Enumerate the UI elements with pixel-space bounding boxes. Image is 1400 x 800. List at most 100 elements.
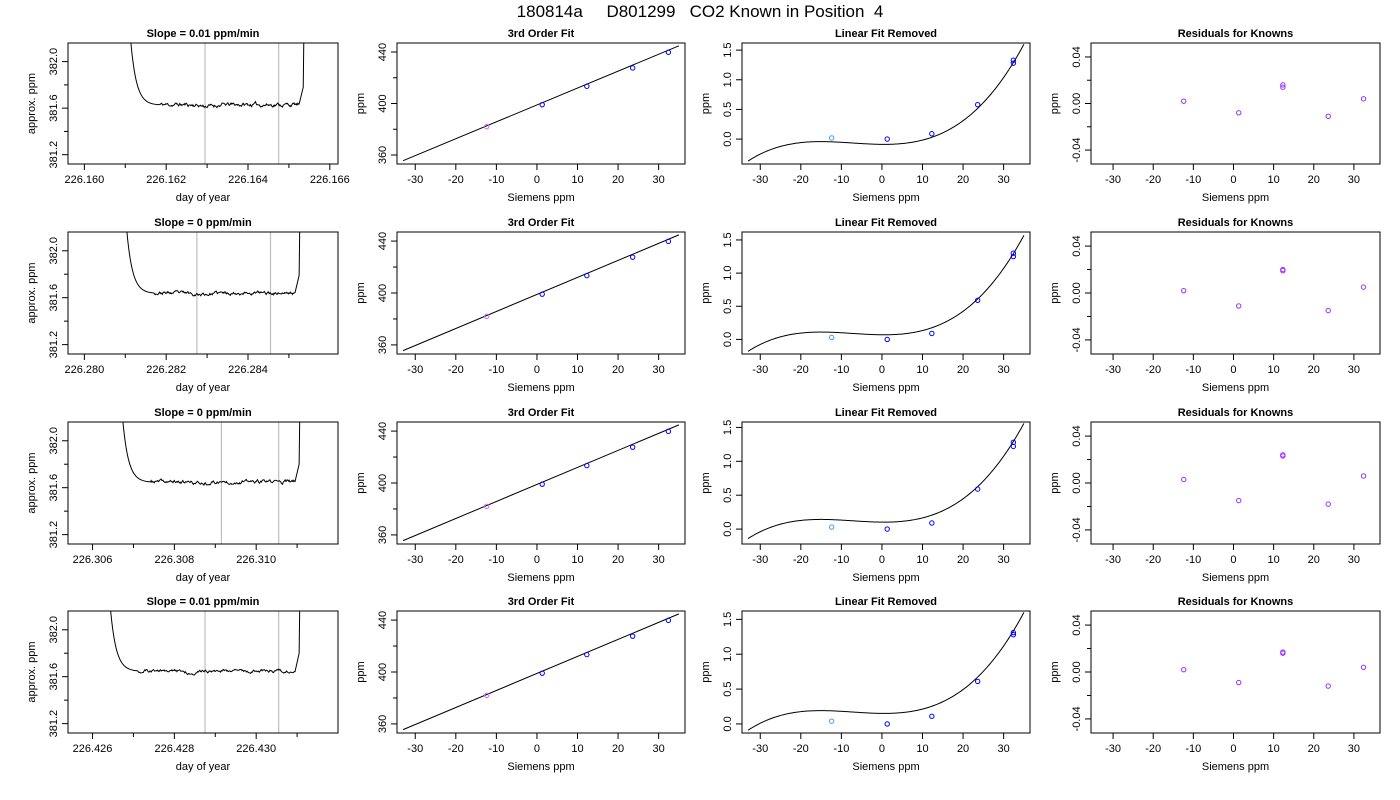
x-tick-label: 30	[998, 554, 1010, 566]
x-tick-label: 226.162	[146, 174, 186, 186]
y-tick-label: 1.0	[722, 72, 734, 87]
y-tick-label: 1.0	[722, 265, 734, 280]
x-tick-label: 30	[653, 743, 665, 755]
data-point	[884, 526, 890, 532]
y-tick-label: 0.5	[722, 299, 734, 314]
data-point	[584, 462, 590, 469]
panel-title: Linear Fit Removed	[835, 596, 937, 608]
y-tick-label: 440	[377, 232, 389, 250]
x-tick-label: 10	[916, 743, 928, 755]
x-tick-label: 10	[1268, 743, 1280, 755]
x-tick-label: 20	[957, 554, 969, 566]
plot-frame	[1090, 42, 1381, 165]
y-axis-label: ppm	[1049, 661, 1061, 682]
data-point	[1280, 84, 1286, 90]
y-axis-label: ppm	[1049, 472, 1061, 493]
y-tick-label: 1.5	[722, 420, 734, 435]
y-tick-label: 360	[377, 526, 389, 544]
y-tick-label: 1.5	[722, 42, 734, 57]
trace-panel-r1: Slope = 0.01 ppm/min 226.160 226.162 226.16…	[26, 28, 350, 204]
data-point	[1181, 476, 1187, 483]
plot-area	[1181, 266, 1367, 314]
data-point	[539, 481, 545, 487]
x-tick-label: -20	[448, 174, 464, 186]
y-axis-label: ppm	[1049, 93, 1061, 114]
x-tick-label: -10	[488, 174, 504, 186]
plot-area	[402, 613, 680, 731]
x-tick-label: -10	[1185, 554, 1201, 566]
y-tick-label: 0.00	[1071, 472, 1083, 493]
data-point	[1325, 501, 1331, 507]
data-point	[1360, 473, 1367, 479]
data-point	[828, 524, 835, 530]
data-point	[665, 617, 672, 624]
x-tick-label: 30	[998, 174, 1010, 186]
x-tick-label: -30	[752, 554, 768, 566]
y-tick-label: -0.04	[1071, 327, 1083, 352]
data-point	[1010, 632, 1017, 638]
y-tick-label: 360	[377, 146, 389, 164]
x-tick-label: -20	[448, 364, 464, 376]
x-tick-label: 30	[653, 554, 665, 566]
concentration-trace	[130, 43, 305, 109]
x-tick-label: 0	[534, 174, 540, 186]
y-axis-label: ppm	[355, 472, 367, 493]
plot-frame	[396, 421, 686, 545]
fit-panel-r3: 3rd Order Fit -30 -20 -10 0 10 20 30 360 400 440 Si…	[355, 407, 686, 584]
x-tick-label: 20	[957, 364, 969, 376]
fit-panel-r4: 3rd Order Fit -30 -20 -10 0 10 20 30 360 400 440 Si…	[355, 596, 686, 773]
y-axis-label: approx. ppm	[26, 262, 38, 323]
x-tick-label: 226.160	[64, 174, 104, 186]
linfit-panel-r3: Linear Fit Removed -30 -20 -10 0 10 20 30 0.0 0.5…	[700, 407, 1031, 584]
x-tick-label: -20	[793, 554, 809, 566]
cubic-curve	[747, 43, 1025, 162]
data-point	[929, 520, 935, 526]
data-point	[629, 633, 636, 639]
data-point	[1280, 82, 1286, 88]
data-point	[929, 131, 935, 137]
x-tick-label: 20	[612, 174, 624, 186]
y-tick-label: 1.0	[722, 647, 734, 662]
x-tick-label: -20	[793, 364, 809, 376]
data-point	[629, 65, 636, 71]
x-tick-label: 20	[612, 554, 624, 566]
data-point	[1181, 666, 1187, 673]
x-axis-label: Siemens ppm	[852, 382, 919, 394]
panel-title: Linear Fit Removed	[835, 28, 937, 40]
y-tick-label: 1.5	[722, 232, 734, 247]
data-point	[1010, 629, 1017, 636]
y-tick-label: 400	[377, 284, 389, 302]
y-tick-label: 0.0	[722, 716, 734, 731]
data-point	[1010, 60, 1017, 66]
x-tick-label: 20	[1308, 174, 1320, 186]
x-tick-label: 30	[1348, 743, 1360, 755]
plot-area	[1181, 649, 1367, 689]
y-tick-label: 381.2	[48, 331, 60, 359]
x-tick-label: -30	[407, 743, 423, 755]
x-tick-label: 20	[612, 743, 624, 755]
x-tick-label: 30	[1348, 554, 1360, 566]
data-point	[539, 101, 545, 108]
y-tick-label: 382.0	[48, 237, 60, 265]
linfit-panel-r2: Linear Fit Removed -30 -20 -10 0 10 20 30 0.0 0.5…	[700, 217, 1031, 394]
x-tick-label: 30	[998, 364, 1010, 376]
y-tick-label: 400	[377, 94, 389, 112]
data-point	[483, 692, 490, 699]
y-axis-label: ppm	[355, 282, 367, 303]
y-tick-label: -0.04	[1071, 517, 1083, 542]
concentration-trace	[110, 611, 301, 676]
y-tick-label: 381.6	[48, 474, 60, 502]
x-tick-label: -30	[752, 174, 768, 186]
x-axis-label: day of year	[176, 192, 231, 204]
y-tick-label: -0.04	[1071, 706, 1083, 731]
y-axis-label: ppm	[1049, 282, 1061, 303]
data-point	[539, 670, 545, 676]
x-tick-label: 226.426	[73, 743, 113, 755]
plot-frame	[67, 421, 339, 545]
y-tick-label: 360	[377, 336, 389, 354]
data-point	[1181, 287, 1187, 294]
x-tick-label: 0	[1230, 174, 1236, 186]
data-point	[1236, 303, 1242, 309]
data-point	[1325, 307, 1331, 314]
panel-title: Residuals for Knowns	[1178, 407, 1294, 419]
